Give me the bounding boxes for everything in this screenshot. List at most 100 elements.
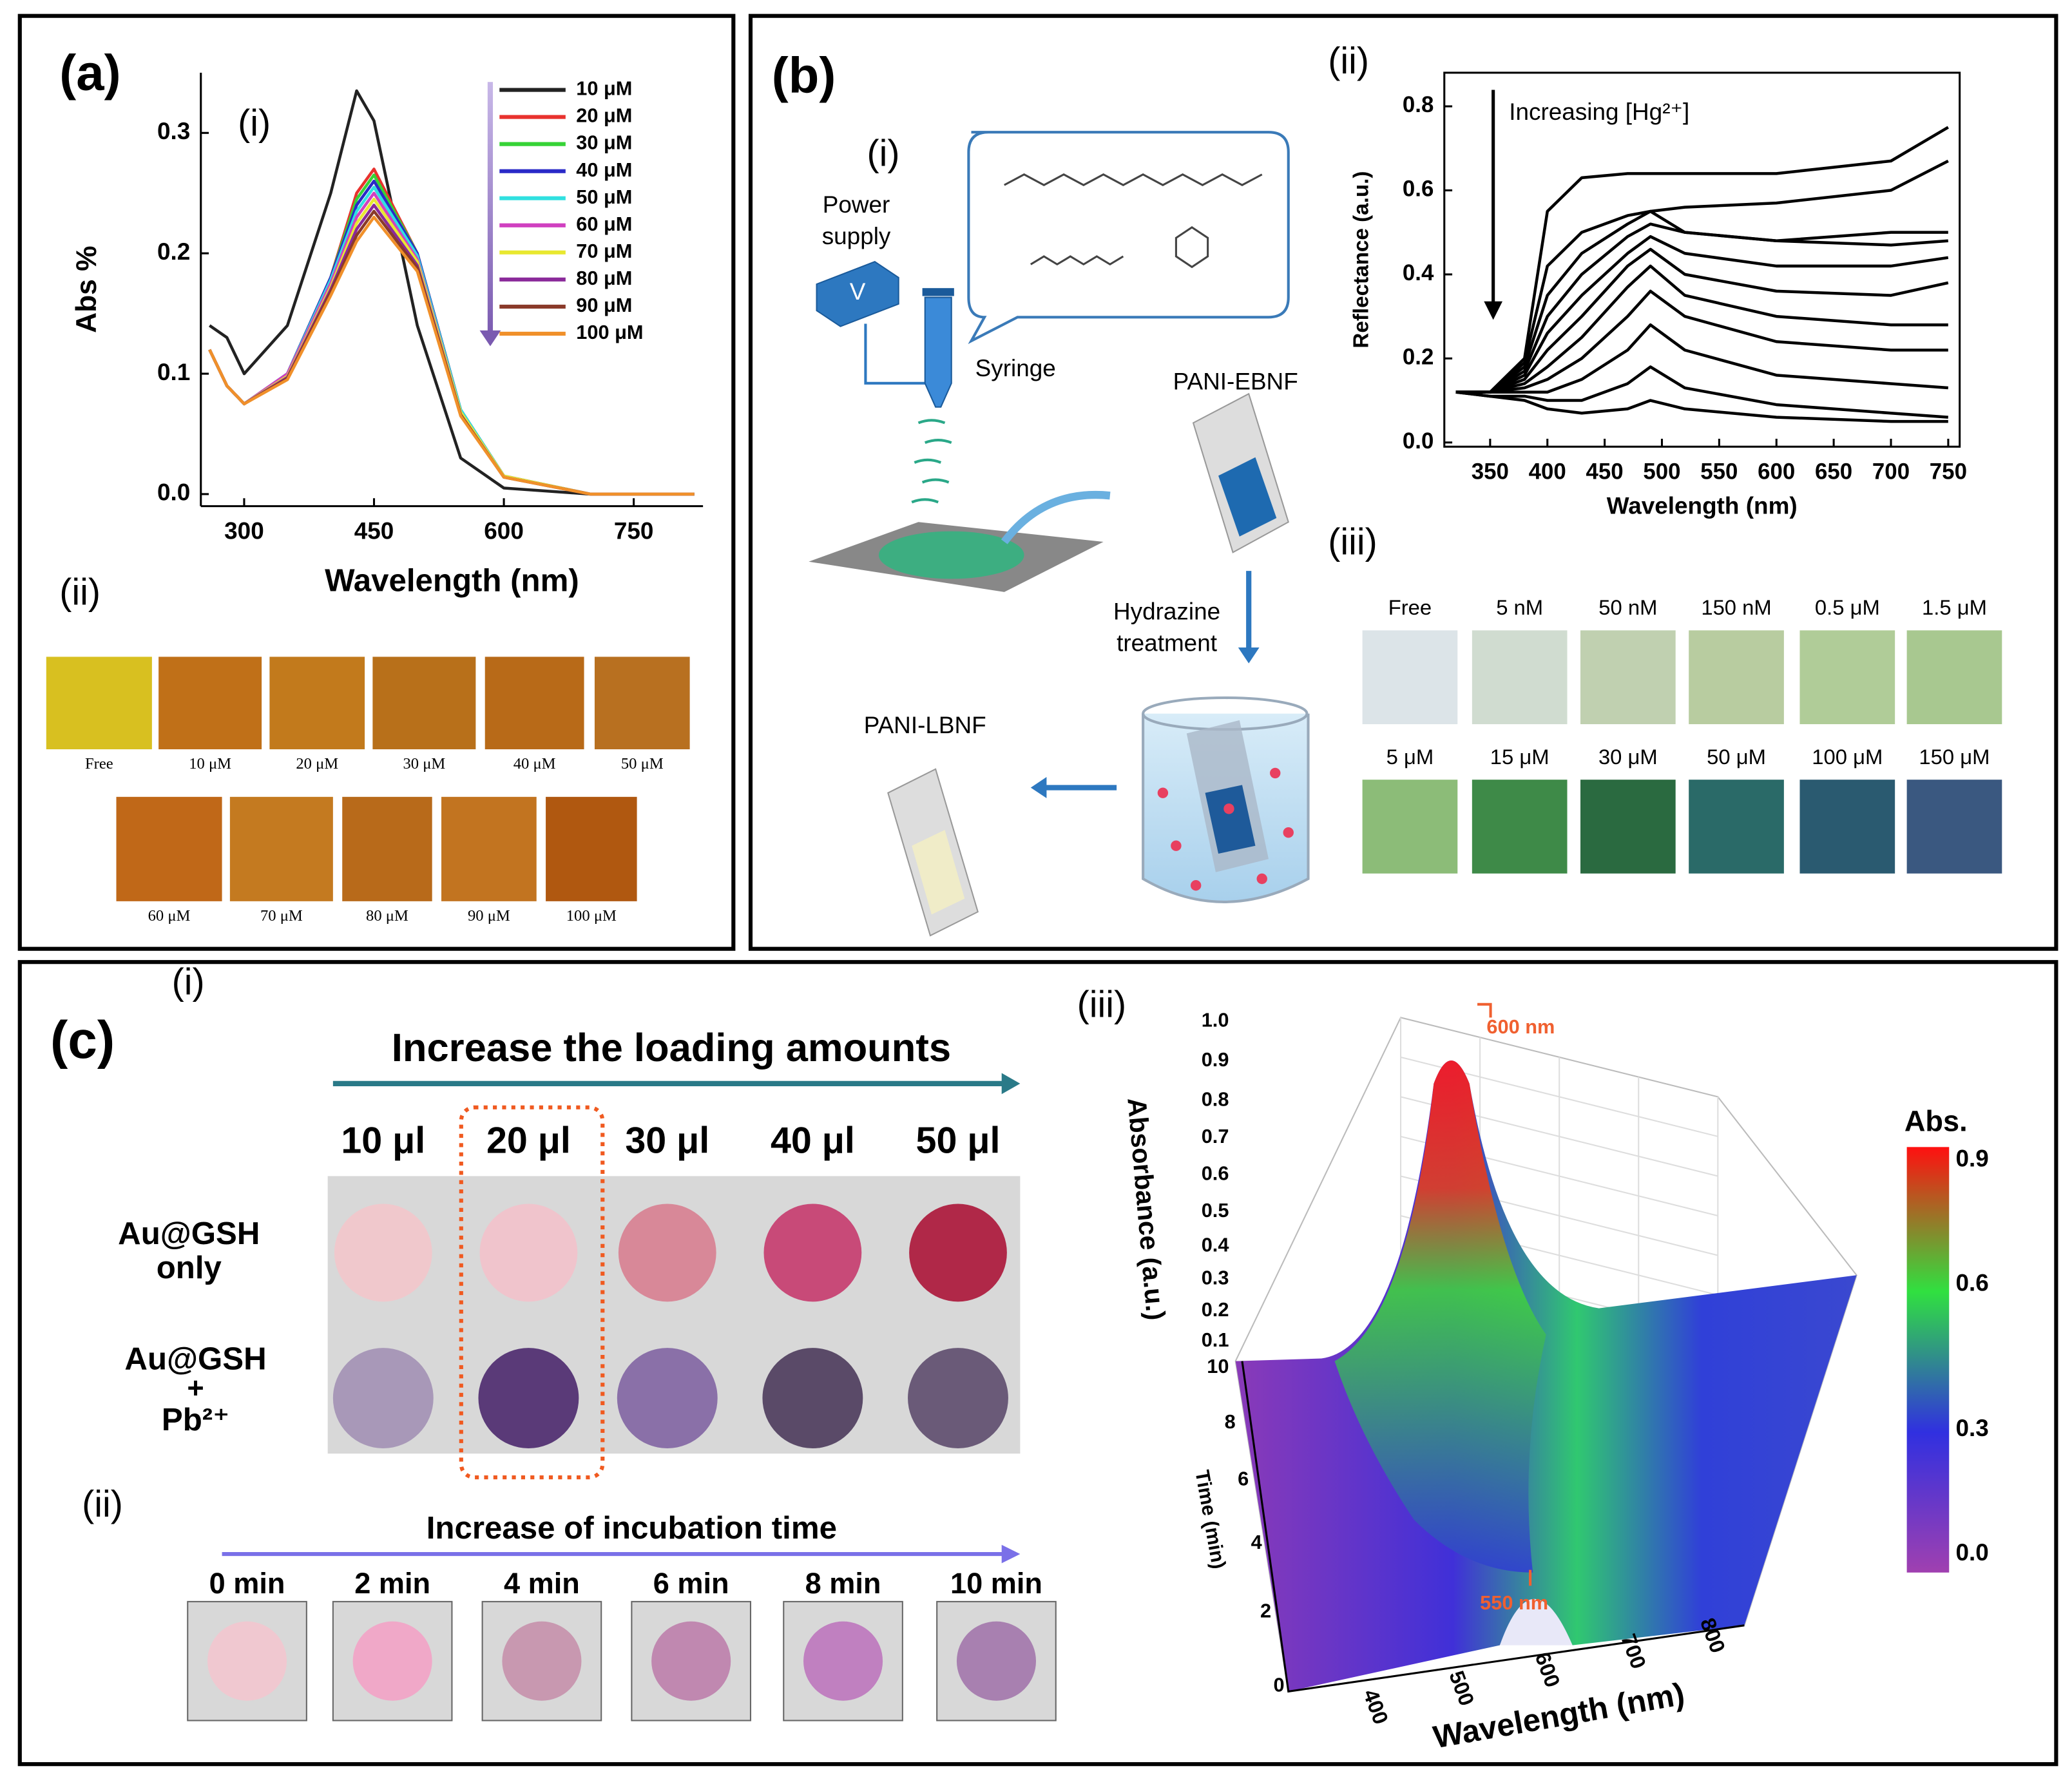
film: [912, 830, 965, 915]
sample-swatch: [1799, 780, 1895, 874]
series-line: [1455, 365, 1948, 419]
x-tick-label: 500: [1643, 459, 1680, 484]
sample-spot: [763, 1204, 862, 1302]
sample-swatch: [441, 796, 537, 901]
annotation: 600 nm: [1486, 1015, 1555, 1038]
sample-swatch: [1472, 630, 1568, 725]
series-line: [1455, 247, 1949, 394]
ions: [1157, 767, 1294, 891]
subpanel-label: (iii): [1077, 984, 1127, 1025]
sample-spot: [908, 1348, 1008, 1448]
swatch-label: 10 μM: [189, 755, 231, 772]
label: treatment: [1117, 630, 1217, 657]
sample-swatch: [46, 657, 152, 749]
colorbar: [1906, 1147, 1950, 1573]
legend-label: 50 μM: [576, 186, 632, 208]
schematic: V: [809, 131, 1310, 937]
x-axis-label: Wavelength (nm): [1607, 492, 1798, 519]
subpanel-label: (ii): [82, 1483, 123, 1524]
film: [1205, 785, 1256, 854]
sample-spot: [803, 1621, 883, 1701]
sample-swatch: [1362, 630, 1458, 725]
swatch-label: 1.5 μM: [1922, 595, 1987, 619]
sample-swatch: [158, 657, 262, 749]
highlight-box: [459, 1105, 605, 1480]
sample-spot: [762, 1348, 863, 1448]
x-tick-label: 400: [1529, 459, 1566, 484]
power-key: V: [850, 278, 866, 305]
y-tick-label: 8: [1225, 1410, 1236, 1433]
z-tick-label: 0.1: [1202, 1328, 1229, 1351]
x-tick-label: 750: [614, 517, 654, 544]
swatch-label: 30 μM: [1598, 745, 1658, 769]
z-tick-label: 0.7: [1202, 1125, 1229, 1147]
subpanel-label: (ii): [59, 571, 101, 613]
swatch-label: 30 μM: [403, 755, 445, 772]
legend-label: 10 μM: [576, 77, 632, 100]
y-tick-label: 4: [1251, 1531, 1262, 1553]
z-tick-label: 0.9: [1202, 1048, 1229, 1071]
series-line: [1455, 264, 1948, 394]
sample-swatch: [229, 796, 333, 901]
colorbar-title: Abs.: [1904, 1104, 1968, 1137]
x-axis-label: Wavelength (nm): [325, 563, 579, 599]
series-line: [1455, 126, 1949, 394]
sample-spot: [617, 1348, 718, 1448]
x-tick-label: 350: [1472, 459, 1509, 484]
sample-spot: [956, 1621, 1036, 1701]
series-line: [1455, 159, 1949, 394]
legend-label: 20 μM: [576, 104, 632, 127]
row-label: +: [187, 1372, 204, 1405]
swatch-label: 50 μM: [621, 755, 664, 772]
series-line: [1455, 289, 1948, 394]
time-label: 4 min: [504, 1567, 580, 1600]
sample-swatch: [1906, 630, 2002, 725]
surface: [1235, 1060, 1857, 1692]
annotation: Increasing [Hg²⁺]: [1509, 99, 1689, 125]
syringe: [924, 296, 952, 408]
row-label: Au@GSH: [118, 1216, 260, 1251]
y-tick-label: 10: [1207, 1355, 1229, 1377]
z-tick-label: 0.5: [1202, 1199, 1229, 1222]
z-tick-label: 0.3: [1202, 1267, 1229, 1289]
sample-spot: [207, 1621, 287, 1701]
swatch-label: 50 μM: [1707, 745, 1766, 769]
legend-label: 80 μM: [576, 267, 632, 289]
heading: Increase of incubation time: [427, 1510, 837, 1546]
z-tick-label: 0.4: [1202, 1233, 1229, 1256]
row-label: Pb²⁺: [162, 1402, 229, 1437]
y-tick-label: 0.2: [157, 238, 190, 265]
subpanel-label: (i): [238, 102, 271, 144]
colorbar-tick-label: 0.0: [1956, 1539, 1989, 1566]
colorbar-tick-label: 0.3: [1956, 1415, 1989, 1441]
y-tick-label: 2: [1260, 1599, 1271, 1622]
molecule: [1030, 225, 1209, 269]
sample-spot: [352, 1621, 432, 1701]
time-label: 6 min: [653, 1567, 729, 1600]
time-label: 8 min: [805, 1567, 881, 1600]
swatch-label: 80 μM: [366, 907, 408, 925]
legend-label: 100 μM: [576, 321, 643, 343]
swatch-label: 60 μM: [148, 907, 191, 925]
colorbar-tick-label: 0.6: [1956, 1269, 1989, 1296]
wire: [864, 323, 935, 385]
sample-swatch: [116, 796, 222, 901]
legend-label: 40 μM: [576, 158, 632, 181]
sample-swatch: [269, 657, 365, 749]
sample-spot: [502, 1621, 582, 1701]
panel-label: (b): [772, 47, 836, 104]
column-label: 20 μl: [486, 1120, 571, 1161]
swatch-label: 0.5 μM: [1815, 595, 1880, 619]
series-line: [208, 215, 695, 496]
legend-arrow-head: [479, 330, 501, 347]
fiber-mat: [878, 531, 1024, 579]
x-tick-label: 550: [1700, 459, 1738, 484]
swatch-label: 150 nM: [1701, 595, 1771, 619]
time-label: 2 min: [354, 1567, 430, 1600]
sample-spot: [478, 1348, 579, 1448]
sample-swatch: [342, 796, 432, 901]
swatch-label: 150 μM: [1919, 745, 1990, 769]
subpanel-label: (i): [172, 961, 205, 1002]
panel-b-frame: [748, 14, 2058, 951]
